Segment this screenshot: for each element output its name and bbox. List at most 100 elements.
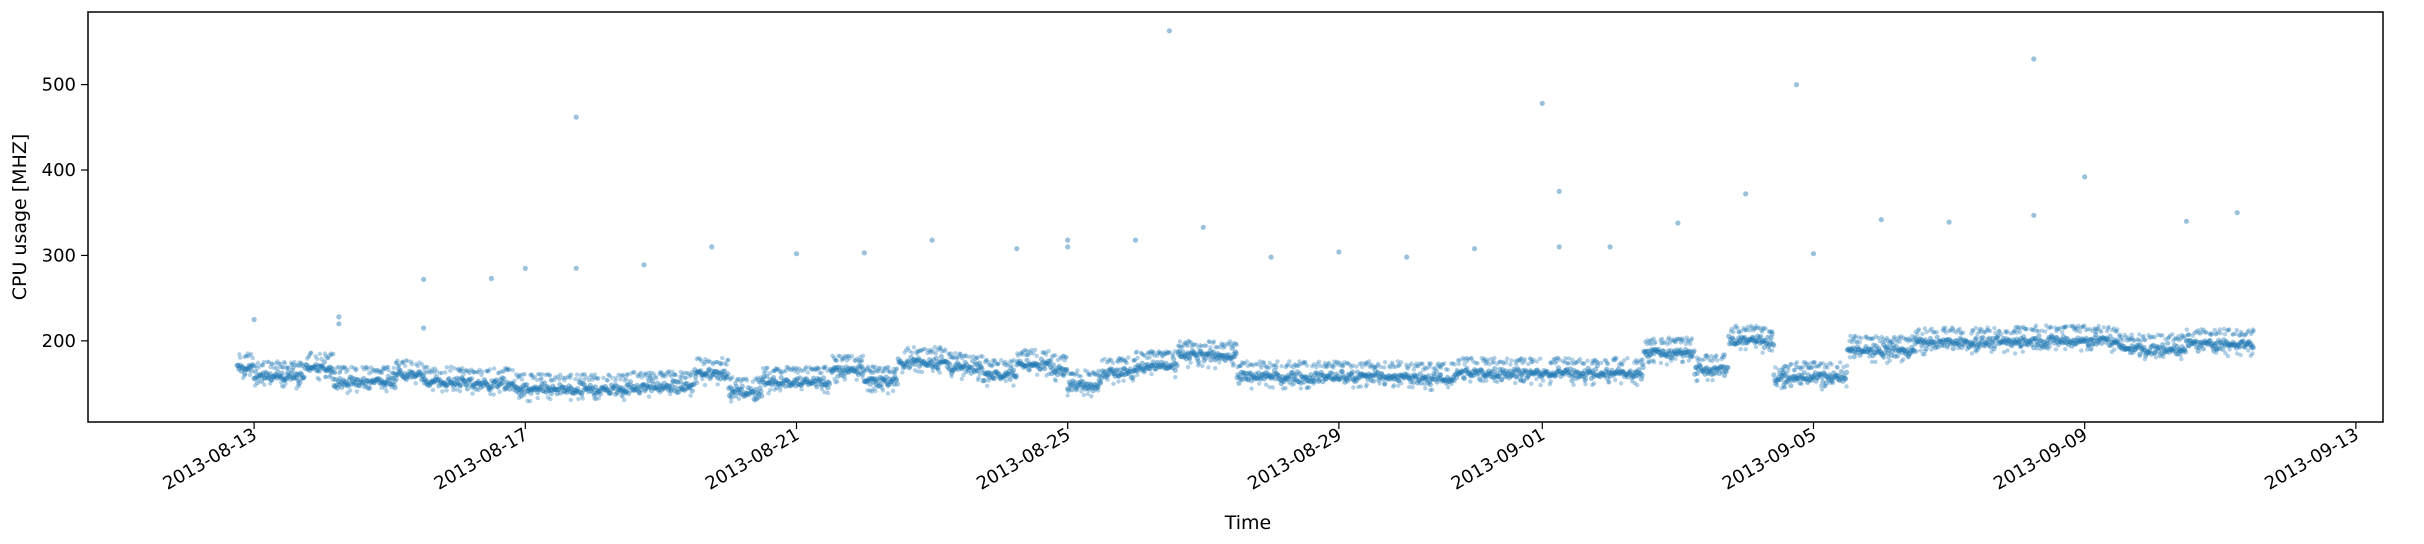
data-point [350, 381, 357, 387]
data-point [532, 375, 537, 380]
data-point [1174, 363, 1180, 369]
data-point [465, 377, 471, 383]
data-point [2064, 324, 2069, 329]
data-point [261, 359, 267, 365]
data-point [541, 388, 547, 394]
data-point [393, 360, 398, 365]
data-point [2179, 356, 2184, 362]
data-point [773, 366, 778, 371]
data-point [271, 365, 277, 371]
data-point [372, 379, 378, 385]
data-point [704, 370, 711, 376]
data-point [534, 385, 540, 391]
data-point [399, 360, 404, 365]
data-point [1788, 383, 1794, 389]
data-point [730, 375, 735, 380]
data-point [249, 368, 255, 374]
data-point [244, 354, 250, 359]
data-point [345, 381, 351, 387]
data-point [471, 383, 477, 389]
data-point [342, 382, 348, 388]
data-point [413, 373, 419, 379]
data-point [2225, 353, 2231, 359]
data-point [293, 375, 300, 381]
data-point [487, 367, 493, 372]
data-point [408, 359, 414, 364]
data-point [400, 373, 406, 379]
data-point [744, 391, 750, 397]
data-point [1442, 361, 1447, 366]
data-point [441, 380, 447, 386]
data-point [522, 382, 528, 388]
data-point [684, 380, 690, 387]
data-point [577, 389, 583, 396]
data-point [519, 394, 524, 399]
data-point [380, 366, 385, 372]
data-point [500, 379, 506, 386]
data-point [384, 378, 390, 384]
data-point [358, 377, 364, 383]
data-point [563, 389, 570, 395]
data-point [383, 366, 388, 371]
data-point [280, 365, 285, 370]
data-point [253, 369, 259, 375]
data-point [1585, 358, 1590, 363]
data-point [516, 390, 522, 396]
data-point [255, 375, 261, 381]
data-point [453, 382, 459, 388]
data-point [1653, 339, 1658, 345]
data-point [734, 378, 739, 383]
data-point [1973, 325, 1979, 331]
data-point [1673, 356, 1678, 361]
data-point [535, 395, 540, 401]
data-point [369, 369, 374, 374]
data-point [541, 380, 548, 386]
data-point [596, 396, 601, 401]
data-point [296, 363, 301, 368]
data-point [535, 377, 540, 383]
data-point [777, 383, 784, 389]
data-point [763, 380, 769, 386]
data-point [697, 369, 703, 375]
data-point [631, 383, 637, 389]
data-point [631, 370, 636, 375]
data-point [702, 372, 708, 378]
data-point [894, 366, 900, 371]
outlier-point [1014, 246, 1020, 252]
data-point [555, 374, 560, 379]
data-point [438, 380, 444, 386]
data-point [334, 382, 340, 388]
data-point [729, 399, 734, 404]
data-point [607, 373, 612, 378]
data-point [431, 379, 437, 385]
data-point [426, 379, 432, 385]
data-point [283, 376, 289, 382]
data-point [670, 369, 675, 374]
data-point [552, 386, 559, 392]
data-point [1075, 368, 1080, 373]
data-point [756, 380, 761, 385]
data-point [724, 362, 729, 367]
data-point [937, 370, 942, 375]
data-point [313, 354, 318, 359]
data-point [666, 383, 673, 389]
data-point [1625, 356, 1630, 361]
data-point [526, 386, 532, 392]
data-point [1829, 362, 1834, 367]
data-point [648, 384, 654, 390]
data-point [429, 369, 434, 374]
data-point [2013, 351, 2018, 356]
data-point [530, 373, 535, 378]
data-point [678, 369, 683, 375]
data-point [780, 381, 786, 387]
data-point [660, 372, 665, 378]
data-point [1887, 358, 1893, 363]
data-point [2112, 347, 2117, 352]
data-point [332, 384, 338, 390]
data-point [317, 377, 322, 382]
data-point [763, 369, 768, 374]
data-point [294, 371, 300, 377]
data-point [648, 374, 653, 379]
data-point [746, 391, 752, 398]
data-point [354, 389, 360, 394]
